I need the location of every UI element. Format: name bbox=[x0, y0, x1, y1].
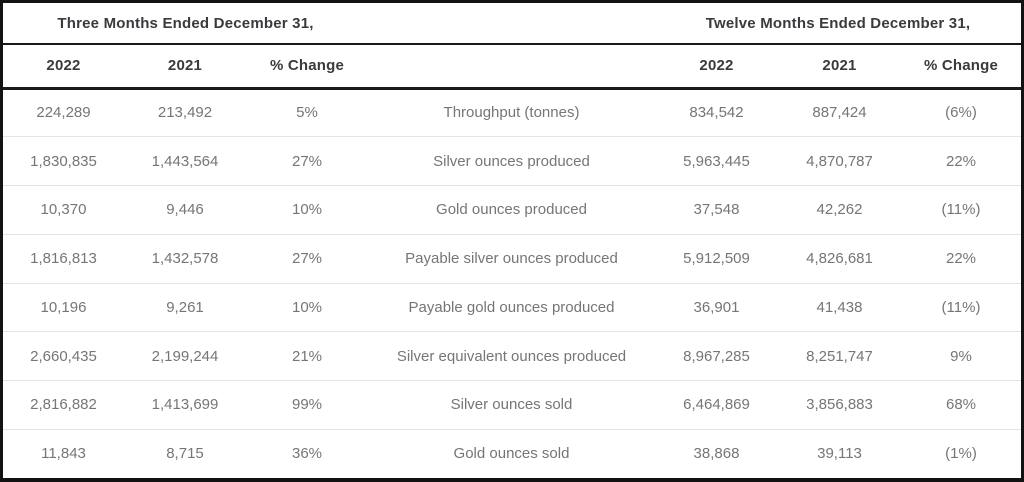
three-months-2022-value: 1,816,813 bbox=[3, 234, 124, 284]
twelve-months-2022-value: 6,464,869 bbox=[655, 380, 778, 430]
three-months-pct-change-value: 99% bbox=[246, 380, 368, 430]
twelve-months-pct-change-value: (11%) bbox=[901, 185, 1021, 235]
three-months-2022-value: 10,370 bbox=[3, 185, 124, 235]
twelve-months-2022-value: 37,548 bbox=[655, 185, 778, 235]
three-months-2021-header: 2021 bbox=[124, 44, 246, 90]
twelve-months-2021-value: 8,251,747 bbox=[778, 331, 901, 381]
three-months-2021-value: 1,432,578 bbox=[124, 234, 246, 284]
twelve-months-pct-change-value: (11%) bbox=[901, 283, 1021, 333]
period-header-row: Three Months Ended December 31, Twelve M… bbox=[3, 3, 1021, 45]
table-body: 224,289 213,492 5% Throughput (tonnes) 8… bbox=[3, 88, 1021, 478]
three-months-2021-value: 9,261 bbox=[124, 283, 246, 333]
twelve-months-2022-value: 38,868 bbox=[655, 429, 778, 478]
period-header-spacer bbox=[368, 3, 655, 45]
twelve-months-2021-value: 39,113 bbox=[778, 429, 901, 478]
table-row: 11,843 8,715 36% Gold ounces sold 38,868… bbox=[3, 429, 1021, 478]
metric-label: Throughput (tonnes) bbox=[368, 88, 655, 138]
three-months-pct-change-value: 5% bbox=[246, 88, 368, 138]
twelve-months-2022-value: 36,901 bbox=[655, 283, 778, 333]
twelve-months-pct-change-value: 68% bbox=[901, 380, 1021, 430]
three-months-2022-value: 10,196 bbox=[3, 283, 124, 333]
twelve-months-pct-change-value: 9% bbox=[901, 331, 1021, 381]
metric-label: Payable gold ounces produced bbox=[368, 283, 655, 333]
twelve-months-pct-change-header: % Change bbox=[901, 44, 1021, 90]
twelve-months-2021-value: 4,826,681 bbox=[778, 234, 901, 284]
three-months-period-header: Three Months Ended December 31, bbox=[3, 3, 368, 45]
twelve-months-2022-value: 5,963,445 bbox=[655, 136, 778, 186]
three-months-pct-change-value: 10% bbox=[246, 185, 368, 235]
table-row: 224,289 213,492 5% Throughput (tonnes) 8… bbox=[3, 88, 1021, 138]
twelve-months-2021-value: 887,424 bbox=[778, 88, 901, 138]
metric-label: Payable silver ounces produced bbox=[368, 234, 655, 284]
three-months-2021-value: 9,446 bbox=[124, 185, 246, 235]
twelve-months-period-header: Twelve Months Ended December 31, bbox=[655, 3, 1021, 45]
three-months-2021-value: 213,492 bbox=[124, 88, 246, 138]
table-row: 2,816,882 1,413,699 99% Silver ounces so… bbox=[3, 380, 1021, 430]
three-months-pct-change-value: 27% bbox=[246, 136, 368, 186]
twelve-months-2021-value: 41,438 bbox=[778, 283, 901, 333]
twelve-months-2021-value: 42,262 bbox=[778, 185, 901, 235]
twelve-months-pct-change-value: (1%) bbox=[901, 429, 1021, 478]
three-months-2021-value: 1,413,699 bbox=[124, 380, 246, 430]
three-months-pct-change-header: % Change bbox=[246, 44, 368, 90]
twelve-months-2021-header: 2021 bbox=[778, 44, 901, 90]
twelve-months-2022-value: 8,967,285 bbox=[655, 331, 778, 381]
metric-column-spacer bbox=[368, 44, 655, 90]
three-months-2022-header: 2022 bbox=[3, 44, 124, 90]
three-months-2021-value: 8,715 bbox=[124, 429, 246, 478]
twelve-months-pct-change-value: (6%) bbox=[901, 88, 1021, 138]
metric-label: Silver equivalent ounces produced bbox=[368, 331, 655, 381]
table-header: Three Months Ended December 31, Twelve M… bbox=[3, 3, 1021, 90]
three-months-2022-value: 224,289 bbox=[3, 88, 124, 138]
metric-label: Gold ounces produced bbox=[368, 185, 655, 235]
three-months-pct-change-value: 36% bbox=[246, 429, 368, 478]
table-row: 10,196 9,261 10% Payable gold ounces pro… bbox=[3, 283, 1021, 333]
twelve-months-2022-value: 5,912,509 bbox=[655, 234, 778, 284]
table-row: 2,660,435 2,199,244 21% Silver equivalen… bbox=[3, 331, 1021, 381]
twelve-months-2022-header: 2022 bbox=[655, 44, 778, 90]
twelve-months-pct-change-value: 22% bbox=[901, 234, 1021, 284]
twelve-months-2021-value: 4,870,787 bbox=[778, 136, 901, 186]
three-months-2022-value: 11,843 bbox=[3, 429, 124, 478]
metric-label: Gold ounces sold bbox=[368, 429, 655, 478]
three-months-2021-value: 1,443,564 bbox=[124, 136, 246, 186]
table-row: 1,816,813 1,432,578 27% Payable silver o… bbox=[3, 234, 1021, 284]
production-results-table: Three Months Ended December 31, Twelve M… bbox=[3, 3, 1021, 478]
table-row: 1,830,835 1,443,564 27% Silver ounces pr… bbox=[3, 136, 1021, 186]
three-months-pct-change-value: 10% bbox=[246, 283, 368, 333]
twelve-months-2022-value: 834,542 bbox=[655, 88, 778, 138]
twelve-months-2021-value: 3,856,883 bbox=[778, 380, 901, 430]
column-header-row: 2022 2021 % Change 2022 2021 % Change bbox=[3, 44, 1021, 90]
metric-label: Silver ounces produced bbox=[368, 136, 655, 186]
three-months-2022-value: 2,660,435 bbox=[3, 331, 124, 381]
table-row: 10,370 9,446 10% Gold ounces produced 37… bbox=[3, 185, 1021, 235]
three-months-pct-change-value: 21% bbox=[246, 331, 368, 381]
three-months-pct-change-value: 27% bbox=[246, 234, 368, 284]
twelve-months-pct-change-value: 22% bbox=[901, 136, 1021, 186]
three-months-2021-value: 2,199,244 bbox=[124, 331, 246, 381]
three-months-2022-value: 1,830,835 bbox=[3, 136, 124, 186]
metric-label: Silver ounces sold bbox=[368, 380, 655, 430]
three-months-2022-value: 2,816,882 bbox=[3, 380, 124, 430]
